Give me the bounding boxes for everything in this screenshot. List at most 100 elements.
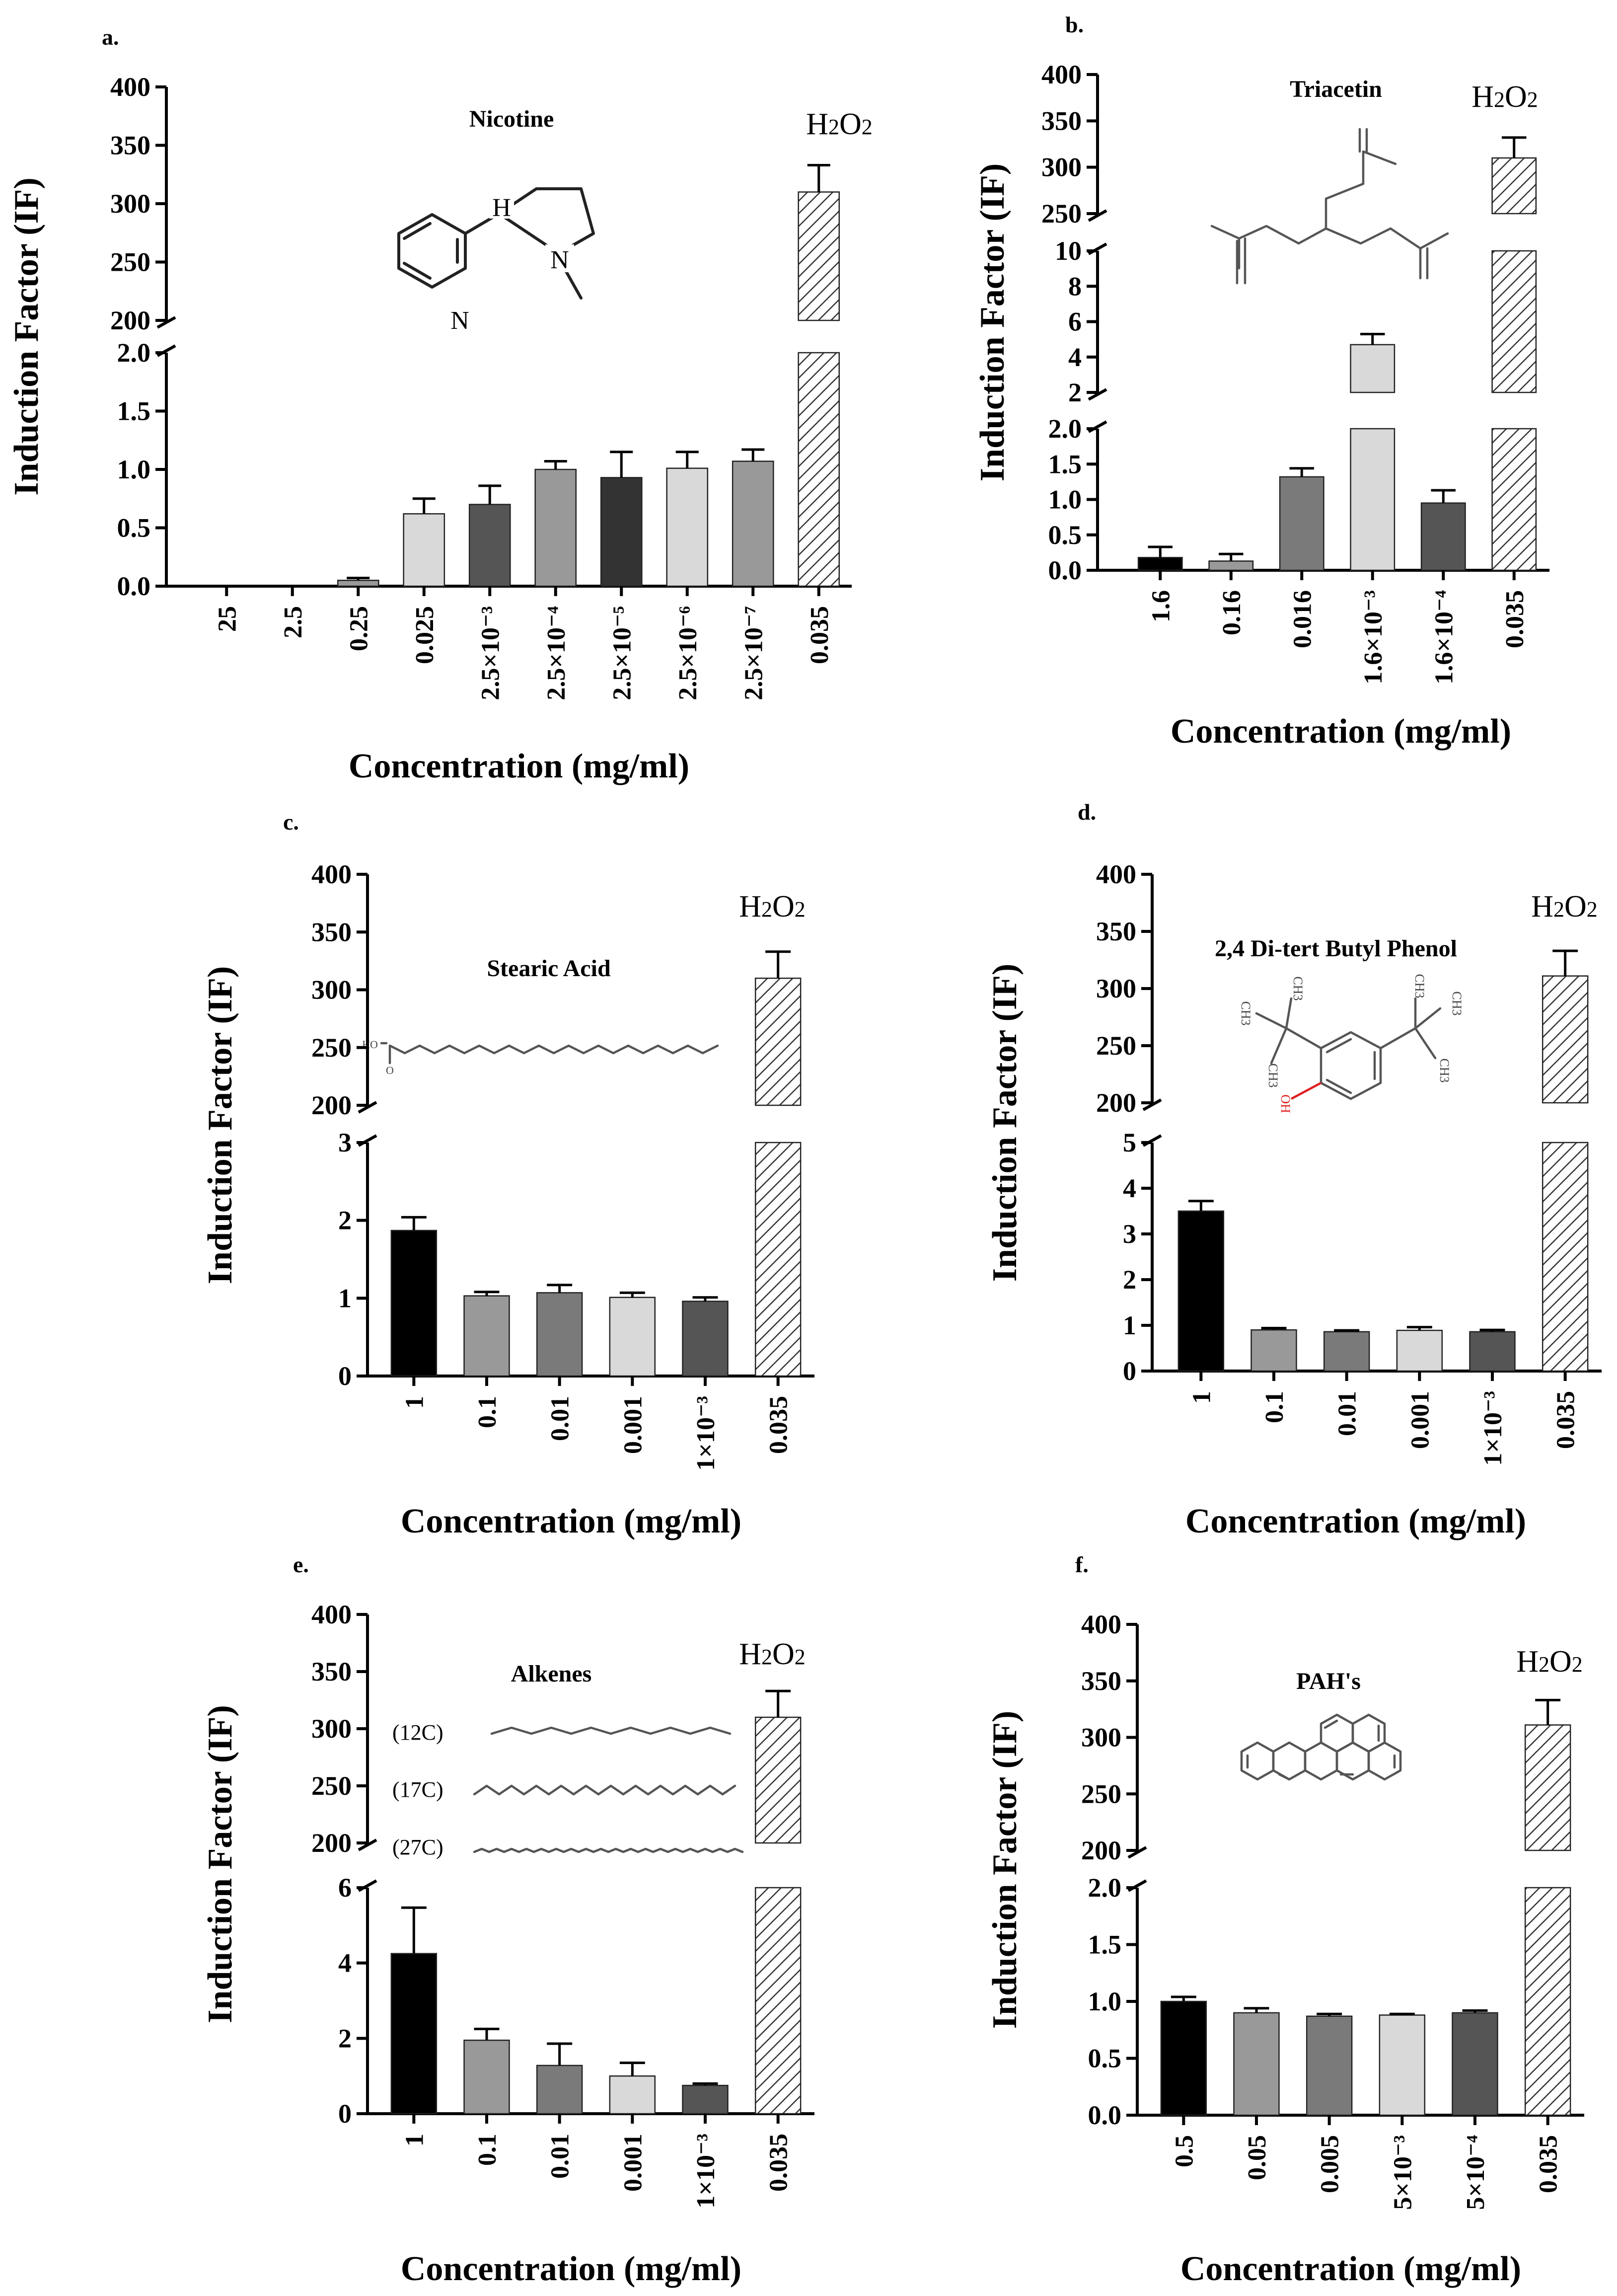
- chart-3: 0 1 2 3 4 5 200 250 300 350 400 1 0.1 0.01 0.001 1×10⁻³…: [986, 859, 1602, 1540]
- bar: [682, 2084, 729, 2115]
- alkene-label-17c: (17C): [392, 1777, 443, 1802]
- alkene-chain-17c: [473, 1784, 736, 1796]
- x-tick-label: 0.01: [1333, 1391, 1362, 1436]
- x-tick-label: 0.05: [1243, 2135, 1271, 2180]
- y-tick-label: 300: [311, 1714, 352, 1744]
- y-tick-label: 350: [311, 1657, 352, 1686]
- x-tick-label: 0.5: [1170, 2135, 1198, 2167]
- formula-part: O: [1549, 1645, 1572, 1679]
- x-axis-label: Concentration (mg/ml): [1180, 2250, 1521, 2288]
- bar: [536, 2065, 583, 2115]
- x-tick-label: 2.5×10⁻⁵: [608, 606, 636, 700]
- y-tick-label: 10: [1055, 236, 1082, 266]
- y-tick-label: 1.5: [117, 396, 151, 426]
- x-tick-label: 0.035: [1552, 1391, 1580, 1449]
- y-tick-label: 250: [311, 1771, 352, 1801]
- y-tick-label: 8: [1068, 271, 1082, 301]
- y-tick-label: 5: [1123, 1128, 1136, 1157]
- formula-part: H: [739, 890, 761, 923]
- control-label-h2o2: H2O2: [1516, 1645, 1583, 1679]
- formula-part: O: [772, 890, 795, 923]
- panel-b-letter: b.: [1065, 12, 1084, 37]
- x-tick-label: 0.005: [1316, 2135, 1344, 2193]
- alkene-label-12c: (12C): [392, 1720, 443, 1745]
- panel-a-nicotine: a. Nicotine H N N: [102, 24, 595, 335]
- y-tick-label: 250: [110, 247, 150, 277]
- y-axis-label: Induction Factor (IF): [973, 163, 1012, 481]
- axis-break-mark: [1127, 1846, 1147, 1859]
- bar: [534, 468, 577, 587]
- nicotine-atom-n-pyrrolidine: N: [550, 246, 569, 274]
- panel-c-letter: c.: [283, 809, 299, 835]
- panel-e-compound-name: Alkenes: [511, 1661, 592, 1687]
- y-tick-label: 0.0: [1048, 555, 1082, 585]
- y-tick-label: 350: [1096, 917, 1136, 946]
- panel-e-letter: e.: [293, 1552, 309, 1577]
- bar: [1137, 557, 1183, 571]
- x-tick-label: 5×10⁻⁴: [1462, 2135, 1490, 2210]
- y-axis-label: Induction Factor (IF): [7, 177, 46, 495]
- chart-1: 0.0 0.5 1.0 1.5 2.0 2 4 6 8 10 250 300 350 400 1.6 0.16…: [973, 60, 1549, 751]
- panel-c-stearic-acid: c. Stearic Acid HO O: [283, 809, 719, 1076]
- y-tick-label: 2.0: [1088, 1873, 1122, 1903]
- bar: [403, 513, 445, 587]
- y-tick-label: 0.5: [1048, 520, 1082, 550]
- bar: [1177, 1210, 1225, 1372]
- phenol-group-oh: OH: [1278, 1094, 1293, 1113]
- formula-part: H: [739, 1637, 761, 1671]
- bar: [1452, 2012, 1498, 2116]
- bar: [1323, 1331, 1370, 1372]
- y-tick-label: 300: [1041, 153, 1082, 182]
- y-tick-label: 4: [1123, 1173, 1136, 1203]
- phenol-group-ch3-1: CH3: [1239, 1001, 1253, 1025]
- x-tick-label: 2.5×10⁻⁶: [674, 606, 702, 700]
- axis-break-mark: [1088, 209, 1107, 222]
- x-tick-label: 2.5×10⁻⁴: [542, 606, 571, 700]
- panel-d-compound-name: 2,4 Di-tert Butyl Phenol: [1215, 935, 1457, 962]
- y-tick-label: 300: [110, 189, 150, 219]
- x-tick-label: 0.1: [473, 2134, 502, 2166]
- phenol-group-ch3-3: CH3: [1266, 1063, 1280, 1087]
- bar: [468, 504, 511, 587]
- y-tick-label: 3: [1123, 1219, 1136, 1249]
- y-tick-label: 200: [1096, 1088, 1136, 1118]
- x-axis-label: Concentration (mg/ml): [401, 2250, 741, 2288]
- bar: [1524, 1887, 1571, 2116]
- subscript: 2: [1527, 87, 1538, 112]
- y-axis-label: Induction Factor (IF): [986, 1711, 1024, 2029]
- x-tick-label: 0.001: [619, 2134, 647, 2192]
- bar: [754, 1716, 802, 1844]
- bar: [1250, 1329, 1297, 1372]
- chart-5: 0.0 0.5 1.0 1.5 2.0 200 250 300 350 400 0.5 0.05 0.0…: [986, 1609, 1584, 2288]
- bar: [536, 1292, 583, 1377]
- x-tick-label: 1: [400, 2134, 429, 2146]
- subscript: 2: [1587, 897, 1598, 921]
- axis-break-mark: [1088, 388, 1107, 401]
- bar: [1542, 1142, 1589, 1372]
- bar: [1469, 1331, 1516, 1372]
- y-tick-label: 3: [338, 1128, 352, 1157]
- formula-part: O: [772, 1637, 795, 1671]
- bar: [1160, 2000, 1207, 2116]
- x-axis-label: Concentration (mg/ml): [1185, 1502, 1526, 1540]
- y-axis-label: Induction Factor (IF): [986, 964, 1024, 1282]
- subscript: 2: [862, 115, 873, 139]
- panel-f-letter: f.: [1075, 1552, 1089, 1577]
- y-tick-label: 2: [1123, 1265, 1136, 1295]
- y-tick-label: 250: [1096, 1031, 1136, 1061]
- y-tick-label: 400: [311, 1600, 352, 1629]
- panel-f-pahs: f. PAH's: [1075, 1552, 1402, 1781]
- y-tick-label: 250: [1081, 1779, 1121, 1809]
- formula-part: H: [1516, 1645, 1539, 1679]
- bar: [1379, 2014, 1426, 2116]
- panel-d-letter: d.: [1078, 799, 1096, 825]
- x-tick-label: 2.5×10⁻⁷: [739, 606, 768, 700]
- alkene-chain-12c: [490, 1726, 732, 1735]
- di-tert-butyl-phenol-structure: CH3 CH3 CH3 CH3 CH3 CH3 OH: [1239, 974, 1464, 1113]
- x-tick-label: 0.035: [765, 2134, 793, 2192]
- bar: [600, 477, 643, 587]
- subscript: 2: [761, 897, 772, 921]
- y-tick-label: 350: [311, 917, 352, 947]
- bar: [1208, 560, 1254, 571]
